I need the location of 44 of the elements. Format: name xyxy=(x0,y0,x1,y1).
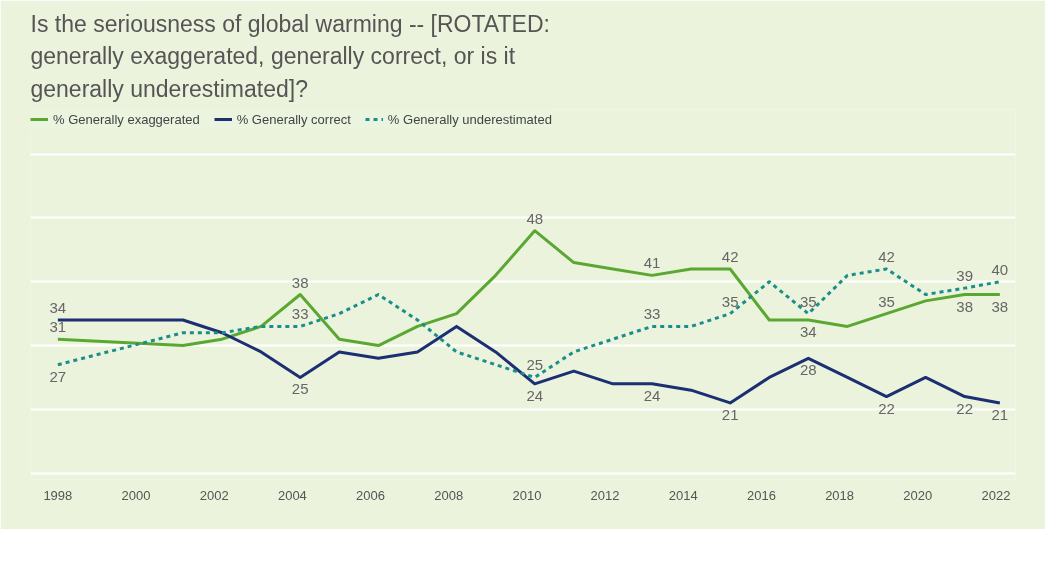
x-tick-label: 2006 xyxy=(356,487,386,503)
data-label: 33 xyxy=(643,305,661,323)
legend-label: % Generally exaggerated xyxy=(53,111,200,127)
x-tick-label: 2022 xyxy=(981,487,1011,503)
x-tick-label: 2018 xyxy=(825,487,855,503)
data-label: 24 xyxy=(526,386,544,404)
data-label: 28 xyxy=(799,361,817,379)
data-label: 22 xyxy=(878,399,895,417)
chart-title: Is the seriousness of global warming -- [ROTATED: generally exaggerated, generally correct, or is it generally underestimated]? xyxy=(30,10,550,102)
data-label: 21 xyxy=(721,405,739,423)
x-tick-label: 2014 xyxy=(668,487,698,503)
data-label: 27 xyxy=(49,367,67,385)
data-label: 41 xyxy=(643,254,661,272)
x-tick-label: 2010 xyxy=(512,487,542,503)
data-label: 38 xyxy=(991,297,1009,315)
x-tick-label: 2000 xyxy=(121,487,151,503)
legend-label: % Generally underestimated xyxy=(387,111,552,127)
data-label: 31 xyxy=(49,318,67,336)
data-label: 35 xyxy=(721,292,739,310)
data-label: 25 xyxy=(291,380,309,398)
x-tick-label: 2008 xyxy=(434,487,464,503)
x-tick-label: 2020 xyxy=(903,487,933,503)
x-tick-label: 2004 xyxy=(277,487,307,503)
data-label: 38 xyxy=(956,297,974,315)
x-tick-label: 2016 xyxy=(746,487,776,503)
data-label: 40 xyxy=(991,260,1009,278)
x-tick-label: 2012 xyxy=(590,487,620,503)
legend-label: % Generally correct xyxy=(236,111,351,127)
x-tick-label: 2002 xyxy=(199,487,229,503)
data-label: 21 xyxy=(991,405,1009,423)
data-label: 38 xyxy=(291,273,309,291)
data-label: 48 xyxy=(526,209,544,227)
data-label: 42 xyxy=(721,247,739,265)
data-label: 22 xyxy=(956,399,974,417)
data-label: 34 xyxy=(49,299,67,317)
data-label: 39 xyxy=(956,267,974,285)
data-label: 34 xyxy=(799,323,817,341)
data-label: 24 xyxy=(643,386,661,404)
data-label: 33 xyxy=(291,305,309,323)
data-label: 42 xyxy=(878,247,895,265)
data-label: 25 xyxy=(526,356,544,374)
data-label: 35 xyxy=(878,292,895,310)
x-tick-label: 1998 xyxy=(43,487,73,503)
data-label: 35 xyxy=(799,292,817,310)
